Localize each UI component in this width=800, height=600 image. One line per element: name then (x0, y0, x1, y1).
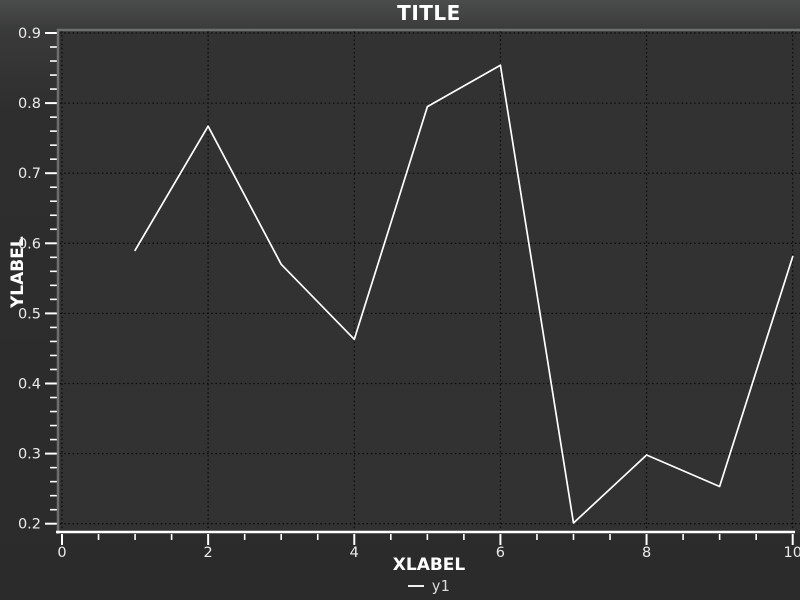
legend-line-swatch (408, 584, 425, 587)
data-line-y1 (134, 64, 794, 524)
y-tick-label: 0.2 (18, 517, 41, 533)
x-tick-label: 2 (204, 545, 213, 561)
y-tick-label: 0.3 (18, 447, 41, 463)
x-tick-label: 8 (642, 545, 651, 561)
tick-labels: 0.2 0.3 0.4 0.5 0.6 0.7 0.8 0.9 0 2 4 6 8 10 (18, 26, 800, 561)
x-axis-ticks (61, 534, 794, 545)
y-tick-label: 0.8 (18, 96, 41, 112)
grid-lines (60, 31, 800, 532)
x-tick-label: 0 (57, 545, 66, 561)
plot-background (58, 30, 800, 533)
y-axis-ticks (45, 32, 57, 525)
y-tick-label: 0.7 (18, 166, 41, 182)
x-axis-label: XLABEL (392, 555, 466, 575)
x-tick-label: 6 (496, 545, 505, 561)
legend-label: y1 (431, 577, 450, 595)
x-tick-label: 10 (783, 545, 800, 561)
y-tick-label: 0.6 (18, 236, 41, 252)
chart-title: TITLE (397, 1, 461, 25)
y-tick-label: 0.5 (18, 306, 41, 322)
y-tick-label: 0.9 (18, 26, 41, 42)
legend: y1 (58, 577, 800, 595)
x-tick-label: 4 (350, 545, 359, 561)
y-tick-label: 0.4 (18, 377, 41, 393)
